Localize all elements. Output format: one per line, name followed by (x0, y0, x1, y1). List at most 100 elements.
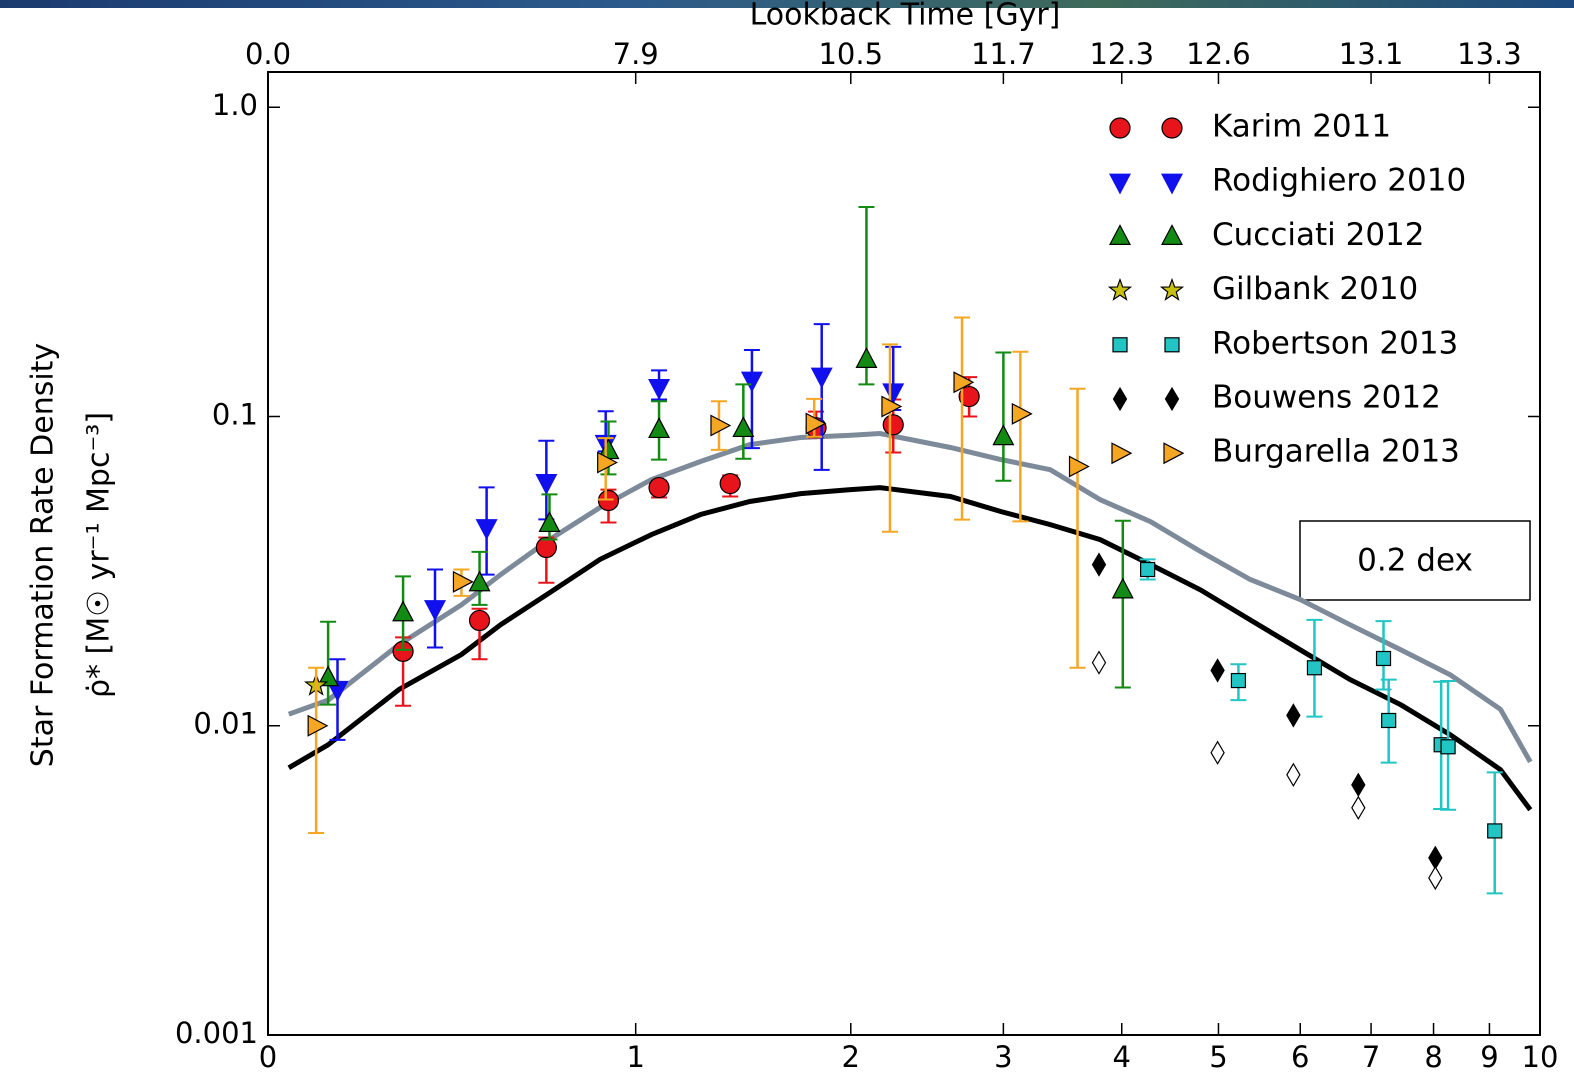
y-tick-label: 0.01 (193, 707, 258, 741)
legend-marker (1111, 442, 1133, 465)
error-bar (1012, 350, 1029, 523)
marker (475, 519, 498, 540)
marker (855, 347, 878, 368)
marker (1011, 402, 1033, 425)
marker (468, 570, 491, 592)
x-tick-label: 7 (1362, 1040, 1380, 1074)
y-tick-label: 1.0 (212, 88, 258, 122)
marker (1428, 865, 1443, 891)
marker (1286, 762, 1301, 787)
x2-axis-label: Lookback Time [Gyr] (750, 0, 1061, 33)
background-banner (0, 0, 1574, 8)
legend-marker (1109, 117, 1131, 139)
x2-tick-label: 12.6 (1186, 37, 1251, 71)
marker (958, 385, 980, 408)
marker (535, 536, 557, 559)
x-tick-label: 9 (1480, 1040, 1498, 1074)
marker (1381, 712, 1397, 729)
x-tick-label: 10 (1522, 1040, 1559, 1074)
legend-marker (1163, 442, 1185, 465)
x-tick-label: 1 (626, 1040, 644, 1074)
x2-tick-label: 7.9 (613, 37, 659, 71)
marker (468, 609, 491, 632)
legend-label: Gilbank 2010 (1212, 271, 1418, 307)
error-bar (813, 323, 830, 471)
marker (882, 414, 904, 436)
marker (1230, 672, 1247, 689)
marker (810, 367, 833, 389)
marker (1091, 650, 1107, 675)
legend-marker (1112, 386, 1128, 412)
plot-frame (267, 71, 1541, 1036)
annotation-box (1299, 520, 1531, 601)
marker (307, 714, 329, 737)
legend-label: Cucciati 2012 (1212, 217, 1425, 253)
legend-marker (1164, 386, 1180, 412)
marker (424, 600, 446, 622)
x-tick-label: 6 (1291, 1040, 1309, 1074)
error-bar (1114, 519, 1131, 689)
legend-marker (1107, 277, 1133, 301)
marker (719, 472, 741, 495)
marker (1091, 552, 1107, 577)
marker (648, 476, 670, 499)
x-tick-label: 0 (259, 1040, 277, 1074)
x-tick-label: 4 (1113, 1040, 1131, 1074)
marker (648, 417, 671, 439)
error-bar (881, 343, 898, 533)
model-line (287, 485, 1533, 812)
model-line (287, 430, 1533, 764)
x-tick-label: 3 (994, 1040, 1012, 1074)
marker (1428, 845, 1443, 871)
x-tick-label: 8 (1424, 1040, 1442, 1074)
legend-marker (1109, 224, 1131, 245)
x2-tick-label: 13.3 (1457, 37, 1522, 71)
marker (597, 451, 618, 474)
x2-tick-label: 13.1 (1339, 37, 1404, 71)
legend-marker (1159, 277, 1185, 301)
marker (1440, 739, 1456, 755)
legend-marker (1109, 173, 1131, 195)
marker (1351, 772, 1366, 798)
y-tick-label: 0.1 (212, 397, 258, 431)
x2-tick-label: 11.7 (971, 37, 1036, 71)
marker (1286, 703, 1301, 728)
marker (317, 665, 340, 687)
marker (1140, 561, 1156, 578)
marker (1375, 650, 1392, 667)
error-bar (995, 351, 1012, 482)
marker (1351, 795, 1366, 820)
marker (1487, 823, 1503, 839)
marker (1306, 660, 1323, 676)
marker (710, 414, 732, 437)
legend-marker (1164, 337, 1180, 353)
error-bar (743, 349, 760, 450)
legend-label: Rodighiero 2010 (1212, 163, 1466, 199)
marker (1111, 577, 1134, 599)
marker (992, 424, 1015, 446)
marker (740, 371, 763, 393)
marker (953, 371, 975, 394)
x-tick-label: 5 (1209, 1040, 1227, 1074)
marker (597, 489, 620, 512)
x2-tick-label: 0.0 (245, 37, 291, 71)
x2-tick-label: 10.5 (818, 37, 883, 71)
legend-marker (1161, 224, 1183, 245)
legend-marker (1161, 117, 1183, 139)
marker (1210, 658, 1225, 683)
legend-marker (1112, 337, 1128, 353)
legend-label: Burgarella 2013 (1212, 434, 1460, 470)
marker (1210, 740, 1225, 765)
marker (732, 416, 755, 438)
error-bar (954, 316, 971, 521)
marker (881, 395, 903, 418)
y-axis-label-2: ρ̇* [M☉ yr⁻¹ Mpc⁻³] (82, 412, 117, 698)
error-bar (308, 666, 325, 834)
legend-label: Bouwens 2012 (1212, 380, 1441, 416)
annotation: 0.2 dex (1357, 543, 1473, 579)
marker (1068, 455, 1090, 478)
x-tick-label: 2 (842, 1040, 860, 1074)
marker (805, 412, 827, 435)
